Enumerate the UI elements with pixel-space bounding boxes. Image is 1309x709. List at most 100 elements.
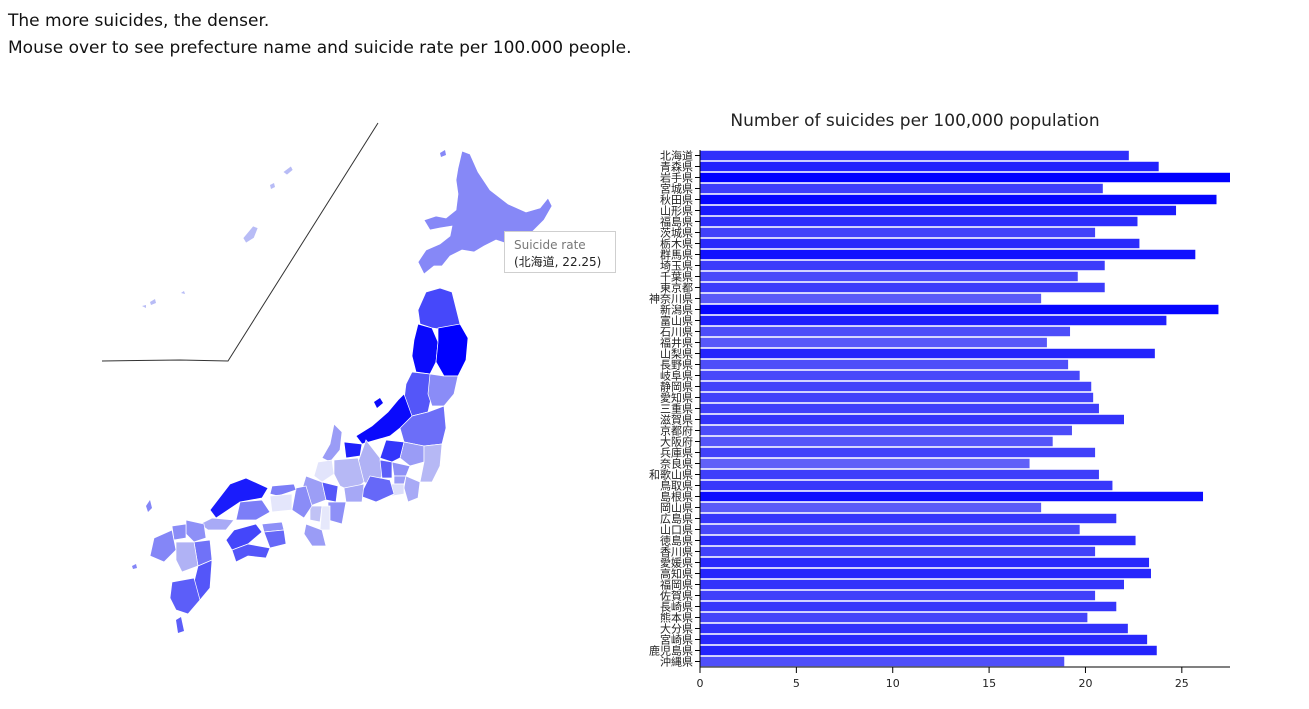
prefecture-nagasaki-island[interactable]	[146, 500, 152, 512]
bar[interactable]	[700, 623, 1128, 634]
prefecture-kagoshima-island[interactable]	[176, 617, 184, 633]
bar[interactable]	[700, 436, 1053, 447]
prefecture-chiba[interactable]	[403, 475, 421, 503]
bar[interactable]	[700, 227, 1096, 238]
prefecture-tokushima[interactable]	[263, 529, 287, 549]
prefecture-okinawa-island[interactable]	[242, 225, 259, 244]
bar[interactable]	[700, 271, 1078, 282]
prefecture-shimane[interactable]	[209, 477, 269, 519]
bar[interactable]	[700, 392, 1094, 403]
y-tick-label: 兵庫県	[660, 446, 693, 460]
bar[interactable]	[700, 568, 1151, 579]
bar[interactable]	[700, 348, 1155, 359]
bar[interactable]	[700, 260, 1105, 271]
prefecture-hokkaido[interactable]	[417, 150, 553, 275]
prefecture-aomori[interactable]	[417, 287, 461, 331]
bar[interactable]	[700, 656, 1065, 667]
prefecture-nara[interactable]	[319, 505, 331, 531]
bar[interactable]	[700, 469, 1099, 480]
bar[interactable]	[700, 304, 1219, 315]
prefecture-tochigi[interactable]	[399, 441, 425, 467]
bar[interactable]	[700, 590, 1096, 601]
y-tick-label: 埼玉県	[660, 259, 693, 273]
prefecture-tottori[interactable]	[269, 483, 297, 497]
prefecture-aichi[interactable]	[343, 483, 365, 503]
bar[interactable]	[700, 513, 1117, 524]
prefecture-nagasaki[interactable]	[149, 529, 177, 563]
bar[interactable]	[700, 546, 1096, 557]
prefecture-saga[interactable]	[171, 523, 187, 541]
prefecture-tokyo[interactable]	[393, 475, 407, 485]
bar[interactable]	[700, 612, 1088, 623]
bar[interactable]	[700, 414, 1124, 425]
bar[interactable]	[700, 150, 1129, 161]
prefecture-okinawa-island[interactable]	[282, 165, 294, 176]
bar[interactable]	[700, 557, 1150, 568]
prefecture-hiroshima[interactable]	[235, 499, 271, 521]
bar[interactable]	[700, 370, 1080, 381]
bar[interactable]	[700, 205, 1177, 216]
prefecture-okinawa-island[interactable]	[150, 299, 156, 305]
bar[interactable]	[700, 502, 1042, 513]
bar[interactable]	[700, 535, 1136, 546]
bar[interactable]	[700, 249, 1196, 260]
bar[interactable]	[700, 293, 1042, 304]
prefecture-gunma[interactable]	[379, 439, 405, 463]
bar[interactable]	[700, 381, 1092, 392]
prefecture-miyagi[interactable]	[427, 373, 459, 407]
bar[interactable]	[700, 172, 1230, 183]
bar[interactable]	[700, 601, 1117, 612]
y-tick-label: 大阪府	[660, 435, 693, 449]
bar-series	[700, 150, 1230, 667]
bar[interactable]	[700, 579, 1124, 590]
bar[interactable]	[700, 238, 1140, 249]
prefecture-fukui[interactable]	[313, 459, 335, 483]
japan-prefecture-map[interactable]	[0, 110, 640, 670]
bar[interactable]	[700, 447, 1096, 458]
bar[interactable]	[700, 403, 1099, 414]
bar[interactable]	[700, 458, 1030, 469]
prefecture-okinawa-island[interactable]	[181, 291, 185, 294]
prefecture-kagoshima[interactable]	[169, 577, 201, 615]
bar[interactable]	[700, 524, 1080, 535]
bar[interactable]	[700, 491, 1204, 502]
prefecture-okayama[interactable]	[269, 493, 293, 513]
bar-chart: Number of suicides per 100,000 populatio…	[649, 111, 1230, 690]
prefecture-yamanashi[interactable]	[379, 459, 393, 479]
y-tick-label: 愛媛県	[660, 556, 693, 570]
bar[interactable]	[700, 337, 1047, 348]
prefecture-okinawa-island[interactable]	[142, 305, 146, 308]
bar[interactable]	[700, 194, 1217, 205]
prefecture-iwate[interactable]	[435, 323, 469, 377]
prefecture-osaka[interactable]	[309, 505, 323, 523]
prefecture-toyama[interactable]	[343, 441, 363, 459]
prefecture-ishikawa[interactable]	[321, 423, 343, 463]
prefecture-kochi[interactable]	[231, 543, 271, 563]
y-tick-label: 島根県	[660, 490, 693, 504]
bar[interactable]	[700, 282, 1105, 293]
prefecture-nagasaki-island[interactable]	[132, 564, 137, 569]
bar[interactable]	[700, 326, 1071, 337]
prefecture-wakayama[interactable]	[303, 523, 327, 547]
prefecture-okinawa-island[interactable]	[270, 183, 275, 189]
bar[interactable]	[700, 359, 1069, 370]
prefecture-akita[interactable]	[411, 323, 439, 375]
y-axis: 北海道青森県岩手県宮城県秋田県山形県福島県茨城県栃木県群馬県埼玉県千葉県東京都神…	[649, 149, 701, 669]
bar[interactable]	[700, 645, 1157, 656]
prefecture-mie[interactable]	[327, 501, 347, 525]
bar[interactable]	[700, 161, 1159, 172]
y-tick-label: 滋賀県	[660, 414, 693, 427]
bar[interactable]	[700, 425, 1072, 436]
prefecture-ibaraki[interactable]	[419, 443, 443, 483]
prefecture-hokkaido-island[interactable]	[440, 150, 446, 157]
prefecture-hyogo[interactable]	[291, 485, 313, 519]
bar[interactable]	[700, 216, 1138, 227]
y-tick-label: 宮城県	[660, 182, 693, 196]
prefecture-yamaguchi[interactable]	[199, 517, 235, 531]
bar[interactable]	[700, 315, 1167, 326]
prefecture-niigata-sado[interactable]	[374, 398, 383, 408]
bar[interactable]	[700, 183, 1103, 194]
bar[interactable]	[700, 480, 1113, 491]
prefecture-kumamoto[interactable]	[175, 541, 199, 573]
bar[interactable]	[700, 634, 1148, 645]
